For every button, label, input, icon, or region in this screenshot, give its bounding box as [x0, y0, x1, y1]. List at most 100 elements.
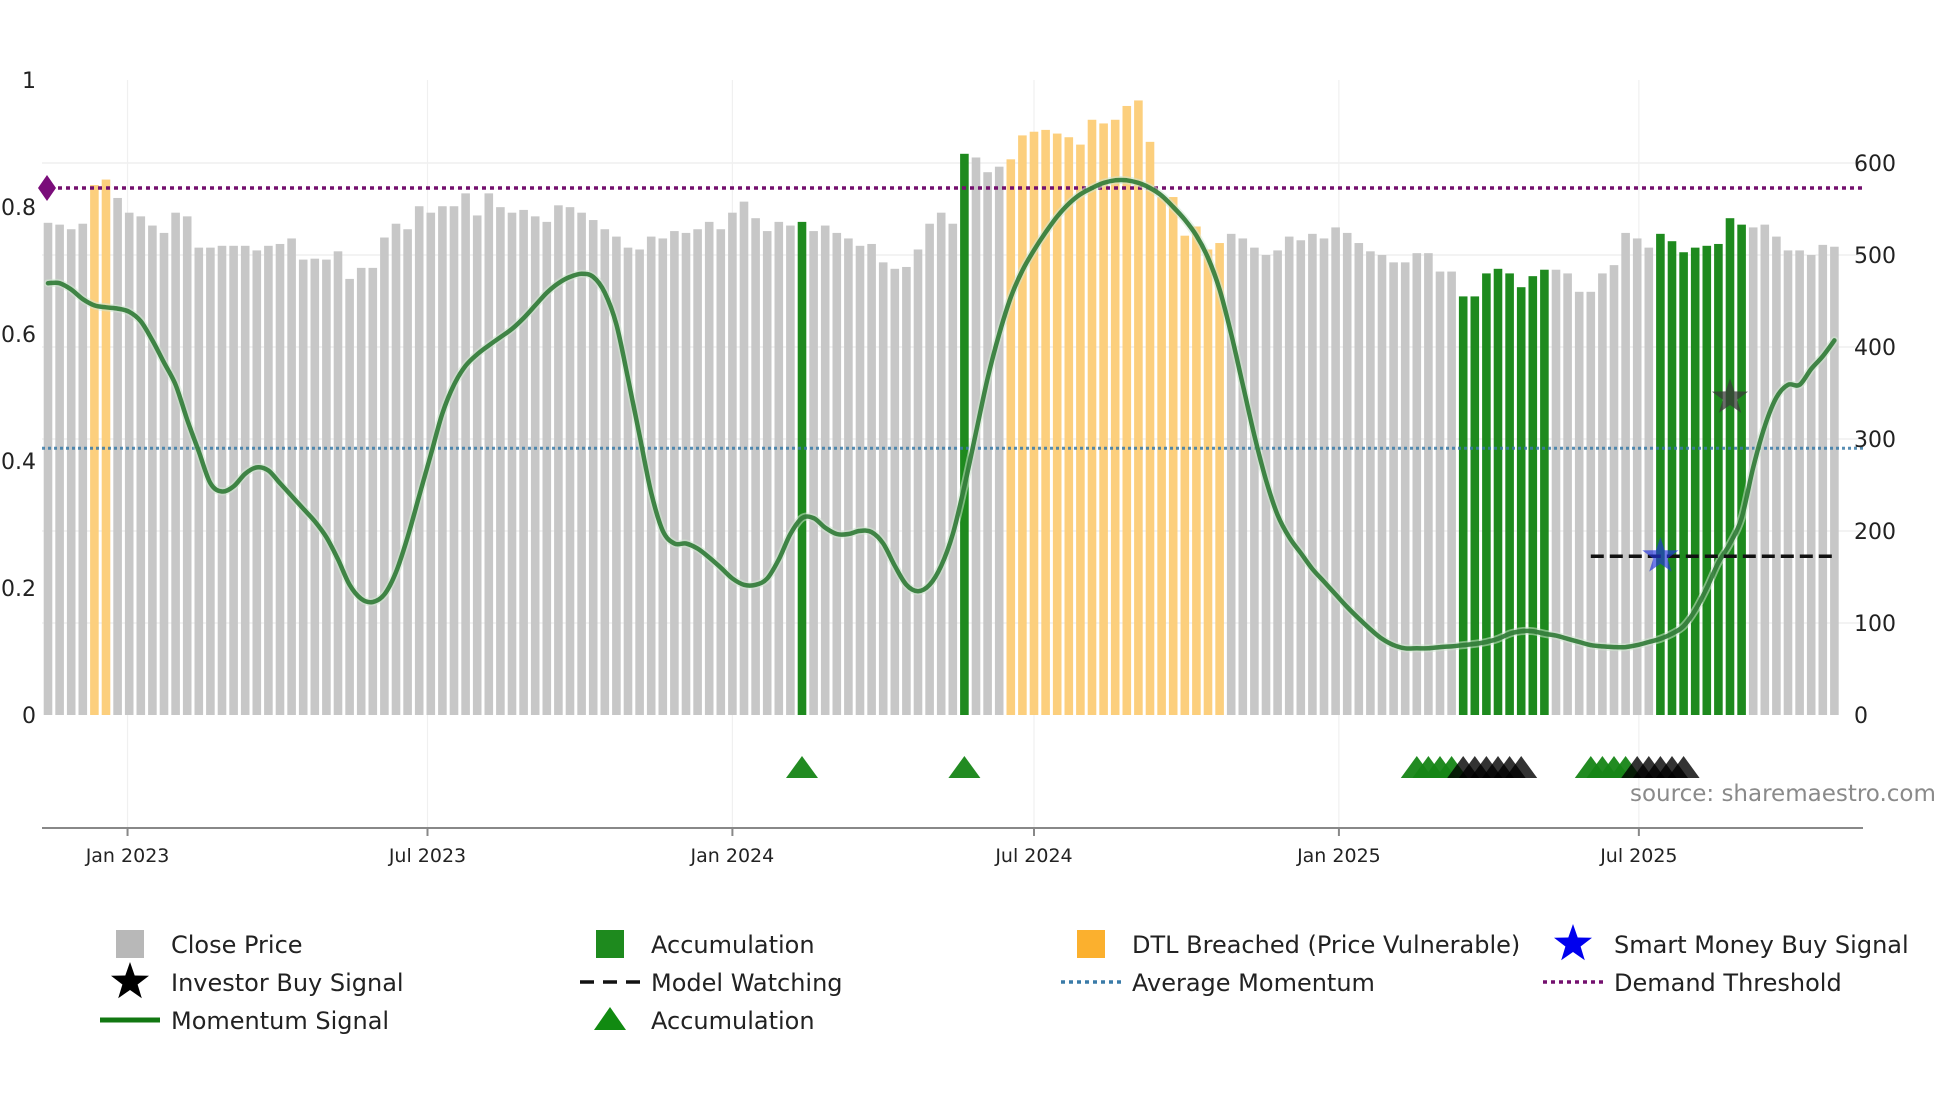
price-bar — [1319, 238, 1329, 715]
price-bar — [1284, 236, 1294, 715]
price-bar — [809, 231, 818, 715]
price-bar — [507, 212, 517, 715]
price-bar — [1470, 296, 1480, 715]
price-bar — [623, 247, 633, 715]
price-bar — [414, 206, 424, 716]
price-bar — [78, 223, 88, 715]
price-bar — [832, 232, 842, 716]
price-bar — [298, 259, 308, 715]
price-bar — [124, 212, 134, 715]
legend-item: Momentum Signal — [100, 1007, 389, 1035]
accumulation-triangle — [948, 756, 981, 778]
legend-label: DTL Breached (Price Vulnerable) — [1132, 931, 1520, 959]
price-bar — [670, 231, 679, 715]
legend-square-swatch — [116, 930, 144, 958]
price-bar — [1667, 241, 1677, 715]
price-bar — [264, 245, 273, 716]
price-bar — [855, 245, 865, 716]
legend-label: Accumulation — [651, 1007, 815, 1035]
price-bar — [1563, 273, 1572, 715]
price-bar — [1656, 233, 1665, 715]
price-bar — [1679, 252, 1688, 716]
price-bar — [1725, 218, 1735, 715]
x-axis-tick-label: Jan 2025 — [1296, 845, 1381, 867]
price-bar — [1366, 251, 1375, 715]
legend-item: Average Momentum — [1061, 969, 1375, 997]
price-bar — [1354, 243, 1364, 716]
legend-star-icon — [111, 962, 149, 999]
right-axis-tick-label: 300 — [1854, 428, 1896, 453]
legend-item: Model Watching — [580, 969, 843, 997]
price-bar — [1690, 247, 1700, 715]
price-bar — [333, 251, 343, 715]
price-bar — [1644, 247, 1654, 715]
price-bar — [1482, 273, 1491, 715]
left-axis-tick-label: 1 — [22, 69, 36, 94]
legend-square-swatch — [1077, 930, 1105, 958]
accumulation-triangle-dark — [1667, 756, 1700, 778]
price-bar — [55, 224, 64, 715]
price-bar — [1714, 243, 1723, 715]
price-bar — [948, 223, 958, 715]
price-bar — [1250, 247, 1259, 715]
price-bar — [878, 262, 888, 715]
right-axis-tick-label: 0 — [1854, 704, 1868, 729]
accumulation-triangle-dark — [1505, 756, 1538, 778]
price-bar — [681, 232, 691, 716]
price-bar — [1308, 233, 1317, 715]
x-axis-tick-label: Jul 2025 — [1599, 845, 1677, 867]
price-bar — [136, 216, 146, 716]
price-bar — [994, 166, 1004, 715]
price-bar — [1006, 159, 1016, 715]
price-bar — [1737, 224, 1746, 715]
price-bar — [1772, 236, 1781, 715]
price-bar — [148, 225, 157, 715]
legend-item: Demand Threshold — [1543, 969, 1842, 997]
price-bar — [1122, 105, 1132, 715]
legend-label: Momentum Signal — [171, 1007, 389, 1035]
price-bar — [356, 267, 366, 715]
price-bar — [902, 266, 911, 715]
price-bar — [519, 209, 528, 716]
price-bar — [461, 193, 470, 716]
source-note: source: sharemaestro.com — [1630, 781, 1936, 807]
right-axis-tick-label: 400 — [1854, 336, 1896, 361]
momentum-signal-line — [45, 177, 1837, 651]
x-axis-tick-label: Jul 2023 — [388, 845, 466, 867]
price-bar — [1621, 232, 1630, 716]
accumulation-triangle — [786, 756, 818, 778]
price-bar — [1806, 255, 1816, 715]
signal-markers — [38, 174, 1749, 572]
price-bar — [1296, 240, 1306, 715]
x-axis-tick-label: Jan 2024 — [690, 845, 775, 867]
price-bar — [658, 238, 668, 715]
price-bar — [1493, 268, 1503, 715]
price-bar — [635, 249, 644, 716]
price-bar — [1598, 273, 1607, 715]
legend-item: Smart Money Buy Signal — [1554, 924, 1909, 961]
price-bar — [751, 218, 760, 715]
price-bar — [960, 153, 969, 716]
price-bar — [1203, 249, 1213, 716]
legend-item: Accumulation — [596, 930, 815, 959]
price-bar — [472, 215, 482, 715]
price-bar — [113, 197, 122, 715]
price-bar — [1018, 135, 1027, 715]
right-axis-tick-label: 200 — [1854, 520, 1896, 545]
price-bars — [43, 100, 1839, 716]
price-bar — [1528, 276, 1538, 715]
price-bar — [554, 205, 563, 715]
price-bar — [1412, 253, 1422, 715]
legend-label: Accumulation — [651, 931, 815, 959]
price-bar — [565, 207, 575, 715]
price-bar — [1377, 255, 1387, 715]
legend-item: Investor Buy Signal — [111, 962, 404, 999]
x-axis-tick-label: Jan 2023 — [85, 845, 170, 867]
price-bar — [1505, 273, 1514, 715]
price-bar — [403, 229, 412, 716]
price-bar — [1435, 271, 1445, 715]
price-bar — [913, 249, 923, 716]
price-bar — [484, 193, 494, 716]
price-bar — [530, 216, 540, 716]
